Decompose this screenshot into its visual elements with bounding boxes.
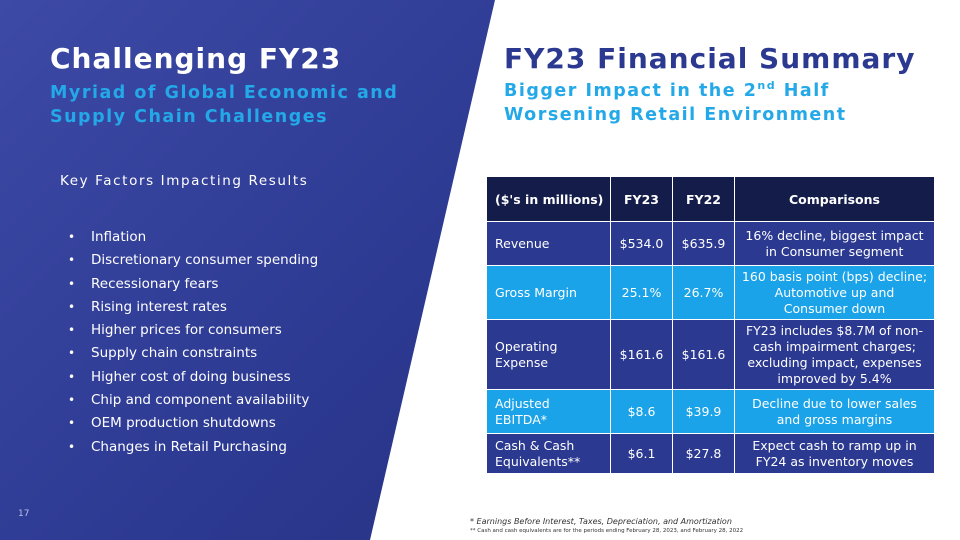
left-subtitle-line2: Supply Chain Challenges bbox=[50, 107, 329, 127]
factor-item: • Chip and component availability bbox=[68, 391, 318, 414]
left-subtitle-line1: Myriad of Global Economic and bbox=[50, 83, 399, 103]
factor-item: • Supply chain constraints bbox=[68, 344, 318, 367]
comparison-cell: Decline due to lower sales and gross mar… bbox=[734, 389, 935, 434]
bullet-icon: • bbox=[68, 230, 76, 244]
factor-label: Supply chain constraints bbox=[91, 345, 258, 362]
key-factors-heading: Key Factors Impacting Results bbox=[60, 173, 309, 189]
factor-label: Recessionary fears bbox=[91, 275, 219, 292]
fy23-cell: 25.1% bbox=[610, 265, 673, 320]
factor-item: • Rising interest rates bbox=[68, 298, 318, 321]
right-title: FY23 Financial Summary bbox=[504, 42, 916, 75]
financial-summary-table: ($'s in millions) FY23 FY22 Comparisons … bbox=[486, 176, 935, 474]
subtitle-text: Half bbox=[776, 81, 830, 101]
factor-label: Inflation bbox=[91, 229, 147, 245]
comparison-cell: Expect cash to ramp up in FY24 as invent… bbox=[734, 433, 935, 474]
factor-label: OEM production shutdowns bbox=[91, 415, 276, 432]
table-row: Cash & Cash Equivalents** $6.1 $27.8 Exp… bbox=[486, 433, 935, 474]
fy22-cell: 26.7% bbox=[672, 265, 735, 320]
metric-cell: Revenue bbox=[486, 221, 611, 266]
col-header-comparisons: Comparisons bbox=[734, 176, 935, 222]
subtitle-superscript: nd bbox=[757, 79, 777, 92]
bullet-icon: • bbox=[68, 346, 76, 361]
fy22-cell: $27.8 bbox=[672, 433, 735, 474]
right-subtitle-line1: Bigger Impact in the 2nd Half bbox=[504, 79, 847, 103]
fy22-cell: $635.9 bbox=[672, 221, 735, 266]
right-subtitle-line2: Worsening Retail Environment bbox=[504, 105, 847, 125]
page-number: 17 bbox=[18, 509, 30, 519]
col-header-fy23: FY23 bbox=[610, 176, 673, 222]
bullet-icon: • bbox=[68, 253, 76, 268]
subtitle-text: Bigger Impact in the 2 bbox=[504, 81, 758, 101]
bullet-icon: • bbox=[68, 276, 76, 291]
table-header-row: ($'s in millions) FY23 FY22 Comparisons bbox=[486, 176, 935, 222]
comparison-cell: 16% decline, biggest impact in Consumer … bbox=[734, 221, 935, 266]
factor-item: • Changes in Retail Purchasing bbox=[68, 438, 318, 461]
factor-label: Discretionary consumer spending bbox=[91, 252, 319, 269]
bullet-icon: • bbox=[68, 323, 76, 338]
col-header-fy22: FY22 bbox=[672, 176, 735, 222]
factor-item: • Higher prices for consumers bbox=[68, 321, 318, 344]
metric-cell: Adjusted EBITDA* bbox=[486, 389, 611, 434]
factor-item: • OEM production shutdowns bbox=[68, 414, 318, 437]
table-row: Revenue $534.0 $635.9 16% decline, bigge… bbox=[486, 221, 935, 266]
factor-item: • Inflation bbox=[68, 228, 318, 251]
footnote-cash: ** Cash and cash equivalents are for the… bbox=[470, 528, 744, 534]
factor-item: • Discretionary consumer spending bbox=[68, 251, 318, 274]
comparison-cell: 160 basis point (bps) decline; Automotiv… bbox=[734, 265, 935, 320]
fy22-cell: $161.6 bbox=[672, 319, 735, 390]
factor-item: • Higher cost of doing business bbox=[68, 368, 318, 391]
fy23-cell: $8.6 bbox=[610, 389, 673, 434]
table-row: Operating Expense $161.6 $161.6 FY23 inc… bbox=[486, 319, 935, 390]
metric-cell: Cash & Cash Equivalents** bbox=[486, 433, 611, 474]
factor-label: Higher cost of doing business bbox=[91, 368, 291, 385]
bullet-icon: • bbox=[68, 416, 76, 431]
left-title: Challenging FY23 bbox=[50, 42, 342, 75]
col-header-metric: ($'s in millions) bbox=[486, 176, 611, 222]
fy23-cell: $534.0 bbox=[610, 221, 673, 266]
footnote-ebitda: * Earnings Before Interest, Taxes, Depre… bbox=[470, 517, 732, 526]
fy22-cell: $39.9 bbox=[672, 389, 735, 434]
factor-label: Higher prices for consumers bbox=[91, 322, 282, 339]
left-subtitle: Myriad of Global Economic and Supply Cha… bbox=[50, 81, 398, 129]
bullet-icon: • bbox=[68, 439, 76, 454]
fy23-cell: $6.1 bbox=[610, 433, 673, 474]
comparison-cell: FY23 includes $8.7M of non-cash impairme… bbox=[734, 319, 935, 390]
bullet-icon: • bbox=[68, 369, 76, 384]
right-subtitle: Bigger Impact in the 2nd Half Worsening … bbox=[504, 79, 847, 127]
table-row: Gross Margin 25.1% 26.7% 160 basis point… bbox=[486, 265, 935, 320]
bullet-icon: • bbox=[68, 299, 76, 314]
fy23-cell: $161.6 bbox=[610, 319, 673, 390]
metric-cell: Gross Margin bbox=[486, 265, 611, 320]
bullet-icon: • bbox=[68, 393, 76, 408]
factor-label: Changes in Retail Purchasing bbox=[91, 438, 287, 455]
factor-item: • Recessionary fears bbox=[68, 275, 318, 298]
key-factors-list: • Inflation • Discretionary consumer spend… bbox=[68, 228, 318, 461]
table-row: Adjusted EBITDA* $8.6 $39.9 Decline due … bbox=[486, 389, 935, 434]
metric-cell: Operating Expense bbox=[486, 319, 611, 390]
factor-label: Rising interest rates bbox=[91, 298, 227, 315]
factor-label: Chip and component availability bbox=[91, 392, 310, 409]
